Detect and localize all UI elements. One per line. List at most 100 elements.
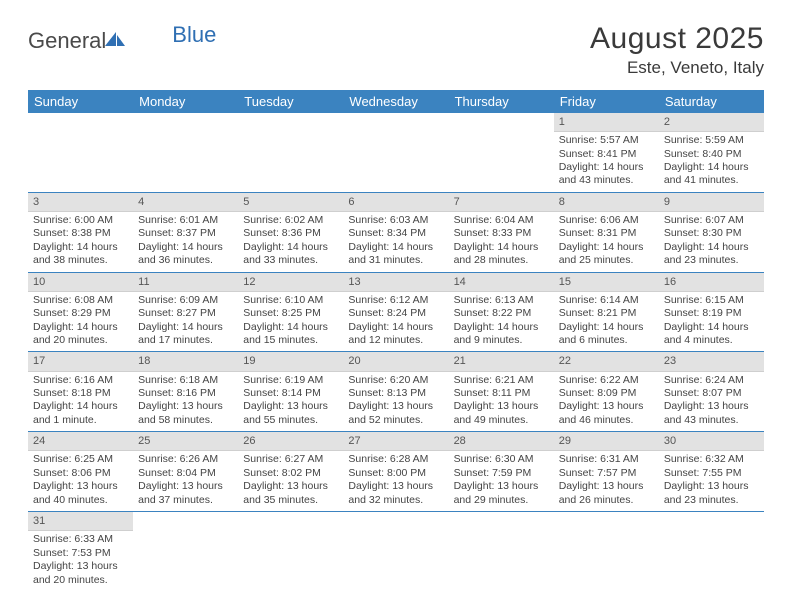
sunrise-text: Sunrise: 6:10 AM — [243, 294, 338, 307]
day-number: 3 — [28, 193, 133, 212]
calendar-week-row: 3Sunrise: 6:00 AMSunset: 8:38 PMDaylight… — [28, 192, 764, 272]
day-details: Sunrise: 6:00 AMSunset: 8:38 PMDaylight:… — [28, 212, 133, 272]
calendar-day-cell: 15Sunrise: 6:14 AMSunset: 8:21 PMDayligh… — [554, 272, 659, 352]
sunrise-text: Sunrise: 6:09 AM — [138, 294, 233, 307]
day-number: 1 — [554, 113, 659, 132]
sunrise-text: Sunrise: 6:08 AM — [33, 294, 128, 307]
calendar-day-cell — [449, 113, 554, 192]
sunrise-text: Sunrise: 5:57 AM — [559, 134, 654, 147]
day-details: Sunrise: 6:15 AMSunset: 8:19 PMDaylight:… — [659, 292, 764, 352]
sunrise-text: Sunrise: 6:16 AM — [33, 374, 128, 387]
sunset-text: Sunset: 7:57 PM — [559, 467, 654, 480]
day-number: 6 — [343, 193, 448, 212]
day-details: Sunrise: 6:07 AMSunset: 8:30 PMDaylight:… — [659, 212, 764, 272]
day-details: Sunrise: 6:26 AMSunset: 8:04 PMDaylight:… — [133, 451, 238, 511]
calendar-day-cell: 24Sunrise: 6:25 AMSunset: 8:06 PMDayligh… — [28, 432, 133, 512]
daylight-text: Daylight: 13 hours and 43 minutes. — [664, 400, 759, 427]
daylight-text: Daylight: 14 hours and 4 minutes. — [664, 321, 759, 348]
sunset-text: Sunset: 8:40 PM — [664, 148, 759, 161]
calendar-day-cell: 7Sunrise: 6:04 AMSunset: 8:33 PMDaylight… — [449, 192, 554, 272]
month-title: August 2025 — [590, 22, 764, 56]
calendar-day-cell: 30Sunrise: 6:32 AMSunset: 7:55 PMDayligh… — [659, 432, 764, 512]
calendar-day-cell: 13 Sunrise: 6:12 AMSunset: 8:24 PMDayligh… — [343, 272, 448, 352]
title-block: August 2025 Este, Veneto, Italy — [590, 22, 764, 78]
daylight-text: Daylight: 13 hours and 32 minutes. — [348, 480, 443, 507]
weekday-header: Wednesday — [343, 90, 448, 113]
sunrise-text: Sunrise: 6:20 AM — [348, 374, 443, 387]
sunrise-text: Sunrise: 6:25 AM — [33, 453, 128, 466]
daylight-text: Daylight: 13 hours and 55 minutes. — [243, 400, 338, 427]
calendar-day-cell: 27Sunrise: 6:28 AMSunset: 8:00 PMDayligh… — [343, 432, 448, 512]
day-number: 29 — [554, 432, 659, 451]
calendar-day-cell: 3Sunrise: 6:00 AMSunset: 8:38 PMDaylight… — [28, 192, 133, 272]
day-number: 20 — [343, 352, 448, 371]
sunset-text: Sunset: 8:11 PM — [454, 387, 549, 400]
day-number: 18 — [133, 352, 238, 371]
day-number: 4 — [133, 193, 238, 212]
day-details: Sunrise: 6:03 AMSunset: 8:34 PMDaylight:… — [343, 212, 448, 272]
sunrise-text: Sunrise: 6:18 AM — [138, 374, 233, 387]
day-details: Sunrise: 6:21 AMSunset: 8:11 PMDaylight:… — [449, 372, 554, 432]
daylight-text: Daylight: 13 hours and 37 minutes. — [138, 480, 233, 507]
daylight-text: Daylight: 13 hours and 29 minutes. — [454, 480, 549, 507]
sunset-text: Sunset: 8:14 PM — [243, 387, 338, 400]
weekday-header: Saturday — [659, 90, 764, 113]
daylight-text: Daylight: 14 hours and 38 minutes. — [33, 241, 128, 268]
day-details: Sunrise: 6:10 AMSunset: 8:25 PMDaylight:… — [238, 292, 343, 352]
calendar-day-cell: 8Sunrise: 6:06 AMSunset: 8:31 PMDaylight… — [554, 192, 659, 272]
day-number: 28 — [449, 432, 554, 451]
sunrise-text: Sunrise: 6:26 AM — [138, 453, 233, 466]
daylight-text: Daylight: 14 hours and 33 minutes. — [243, 241, 338, 268]
weekday-header: Friday — [554, 90, 659, 113]
sunrise-text: Sunrise: 6:00 AM — [33, 214, 128, 227]
daylight-text: Daylight: 13 hours and 49 minutes. — [454, 400, 549, 427]
calendar-day-cell: 19 Sunrise: 6:19 AMSunset: 8:14 PMDayligh… — [238, 352, 343, 432]
daylight-text: Daylight: 13 hours and 52 minutes. — [348, 400, 443, 427]
day-details: Sunrise: 6:18 AMSunset: 8:16 PMDaylight:… — [133, 372, 238, 432]
sunset-text: Sunset: 8:33 PM — [454, 227, 549, 240]
calendar-day-cell: 9Sunrise: 6:07 AMSunset: 8:30 PMDaylight… — [659, 192, 764, 272]
sunset-text: Sunset: 7:55 PM — [664, 467, 759, 480]
sunrise-text: Sunrise: 6:31 AM — [559, 453, 654, 466]
day-number: 9 — [659, 193, 764, 212]
sunset-text: Sunset: 8:24 PM — [348, 307, 443, 320]
sunset-text: Sunset: 8:04 PM — [138, 467, 233, 480]
day-number: 14 — [449, 273, 554, 292]
calendar-day-cell: 5Sunrise: 6:02 AMSunset: 8:36 PMDaylight… — [238, 192, 343, 272]
calendar-day-cell: 21Sunrise: 6:21 AMSunset: 8:11 PMDayligh… — [449, 352, 554, 432]
day-details: Sunrise: 5:59 AMSunset: 8:40 PMDaylight:… — [659, 132, 764, 192]
calendar-day-cell: 22Sunrise: 6:22 AMSunset: 8:09 PMDayligh… — [554, 352, 659, 432]
sunrise-text: Sunrise: 6:07 AM — [664, 214, 759, 227]
sunrise-text: Sunrise: 6:24 AM — [664, 374, 759, 387]
day-details: Sunrise: 6:28 AMSunset: 8:00 PMDaylight:… — [343, 451, 448, 511]
day-details: Sunrise: 6:14 AMSunset: 8:21 PMDaylight:… — [554, 292, 659, 352]
sunrise-text: Sunrise: 6:03 AM — [348, 214, 443, 227]
day-number: 19 — [238, 352, 343, 371]
sunset-text: Sunset: 8:21 PM — [559, 307, 654, 320]
sunset-text: Sunset: 8:06 PM — [33, 467, 128, 480]
daylight-text: Daylight: 14 hours and 12 minutes. — [348, 321, 443, 348]
sunrise-text: Sunrise: 6:12 AM — [348, 294, 443, 307]
daylight-text: Daylight: 14 hours and 28 minutes. — [454, 241, 549, 268]
day-number: 27 — [343, 432, 448, 451]
day-details: Sunrise: 6:09 AMSunset: 8:27 PMDaylight:… — [133, 292, 238, 352]
calendar-day-cell — [554, 512, 659, 591]
sunrise-text: Sunrise: 6:22 AM — [559, 374, 654, 387]
sunset-text: Sunset: 8:36 PM — [243, 227, 338, 240]
weekday-header: Thursday — [449, 90, 554, 113]
calendar-day-cell — [238, 512, 343, 591]
sunset-text: Sunset: 8:18 PM — [33, 387, 128, 400]
daylight-text: Daylight: 14 hours and 36 minutes. — [138, 241, 233, 268]
sunrise-text: Sunrise: 5:59 AM — [664, 134, 759, 147]
day-number: 13 — [343, 273, 448, 292]
day-number: 12 — [238, 273, 343, 292]
sunset-text: Sunset: 8:09 PM — [559, 387, 654, 400]
sunrise-text: Sunrise: 6:27 AM — [243, 453, 338, 466]
calendar-week-row: 31Sunrise: 6:33 AMSunset: 7:53 PMDayligh… — [28, 512, 764, 591]
sunset-text: Sunset: 8:41 PM — [559, 148, 654, 161]
sunrise-text: Sunrise: 6:19 AM — [243, 374, 338, 387]
calendar-day-cell — [449, 512, 554, 591]
brand-part1: General — [28, 28, 106, 54]
calendar-day-cell: 6Sunrise: 6:03 AMSunset: 8:34 PMDaylight… — [343, 192, 448, 272]
sunrise-text: Sunrise: 6:01 AM — [138, 214, 233, 227]
